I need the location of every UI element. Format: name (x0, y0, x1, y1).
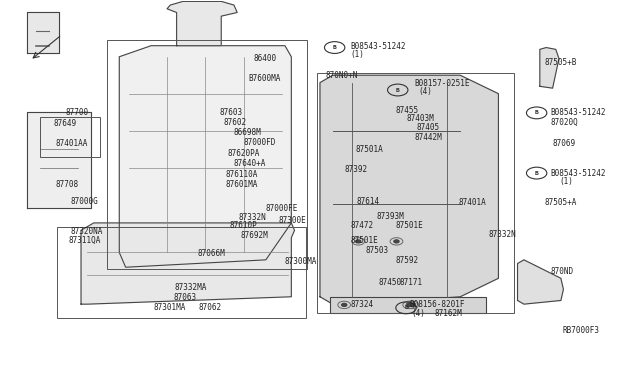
Text: 87501E: 87501E (351, 236, 378, 245)
Text: (4): (4) (419, 87, 433, 96)
Text: B08156-8201F: B08156-8201F (409, 300, 465, 310)
Text: 87692M: 87692M (241, 231, 268, 240)
Text: 86698M: 86698M (234, 128, 262, 137)
Text: 87332MA: 87332MA (175, 283, 207, 292)
Bar (40, 116, 100, 157)
Text: 87300E: 87300E (278, 216, 307, 225)
Bar (58, 227, 306, 318)
Text: 87455: 87455 (395, 106, 419, 115)
Text: 87311QA: 87311QA (68, 236, 100, 245)
Text: B: B (535, 110, 538, 115)
Polygon shape (320, 75, 499, 304)
Text: 87442M: 87442M (414, 133, 442, 142)
Text: 87505+A: 87505+A (544, 198, 577, 207)
Text: 87000FE: 87000FE (266, 204, 298, 214)
Circle shape (342, 304, 347, 307)
Polygon shape (518, 260, 563, 304)
Text: 87640+A: 87640+A (234, 159, 266, 169)
Text: B: B (535, 171, 538, 176)
Text: 87450: 87450 (379, 278, 402, 287)
Text: 87405: 87405 (417, 123, 440, 132)
Text: 87602: 87602 (223, 118, 246, 127)
Text: 87505+B: 87505+B (544, 58, 577, 67)
Text: 87392: 87392 (344, 165, 367, 174)
Text: B: B (396, 87, 399, 93)
Text: 87332N: 87332N (239, 213, 266, 222)
Text: 870ND: 870ND (550, 267, 574, 276)
Text: 87020Q: 87020Q (550, 118, 579, 127)
Text: 87301MA: 87301MA (153, 302, 186, 312)
Text: 87062: 87062 (199, 302, 222, 312)
Polygon shape (27, 13, 59, 53)
Text: 87324: 87324 (351, 300, 374, 310)
Text: 87501E: 87501E (395, 221, 423, 230)
Text: B08543-51242: B08543-51242 (550, 108, 606, 118)
Circle shape (410, 304, 415, 307)
Polygon shape (81, 223, 294, 304)
Polygon shape (540, 48, 559, 88)
Bar (106, 40, 307, 269)
Circle shape (356, 240, 361, 243)
Text: 87472: 87472 (351, 221, 374, 230)
Text: (1): (1) (559, 177, 573, 186)
Bar (317, 73, 515, 313)
Text: 87610P: 87610P (230, 221, 257, 230)
Text: 87000G: 87000G (70, 197, 98, 206)
Text: 87700: 87700 (65, 108, 88, 117)
Text: 87063: 87063 (173, 293, 196, 302)
Text: 87503: 87503 (366, 246, 389, 255)
Text: 87332N: 87332N (489, 230, 516, 239)
Text: 870N0+N: 870N0+N (325, 71, 358, 80)
Text: 876110A: 876110A (226, 170, 258, 179)
Circle shape (406, 304, 412, 307)
Text: B08543-51242: B08543-51242 (550, 169, 606, 177)
Polygon shape (27, 112, 91, 208)
Text: B: B (404, 305, 408, 310)
Circle shape (394, 240, 399, 243)
Polygon shape (119, 46, 291, 267)
Text: 87320NA: 87320NA (70, 227, 102, 235)
Text: 87614: 87614 (357, 197, 380, 206)
Text: 87403M: 87403M (406, 114, 434, 123)
Text: 87066M: 87066M (198, 249, 225, 258)
Bar (330, 297, 486, 313)
Polygon shape (167, 1, 237, 46)
Text: 87162M: 87162M (435, 309, 463, 318)
Text: RB7000F3: RB7000F3 (562, 326, 599, 335)
Text: 87401AA: 87401AA (56, 139, 88, 148)
Text: 87592: 87592 (395, 256, 419, 265)
Text: 87501A: 87501A (355, 145, 383, 154)
Text: 87620PA: 87620PA (228, 149, 260, 158)
Text: 86400: 86400 (253, 54, 276, 63)
Text: 87708: 87708 (56, 180, 79, 189)
Text: (1): (1) (351, 51, 364, 60)
Text: 87300MA: 87300MA (285, 257, 317, 266)
Text: 87000FD: 87000FD (244, 138, 276, 147)
Text: 87601MA: 87601MA (226, 180, 258, 189)
Text: B08543-51242: B08543-51242 (351, 42, 406, 51)
Text: 87603: 87603 (220, 108, 243, 117)
Text: 87401A: 87401A (459, 198, 486, 207)
Text: B08157-0251E: B08157-0251E (414, 79, 470, 88)
Text: 87171: 87171 (399, 278, 423, 287)
Text: 87069: 87069 (552, 139, 576, 148)
Text: 87649: 87649 (54, 119, 77, 128)
Text: 87393M: 87393M (376, 212, 404, 221)
Text: (4): (4) (411, 309, 425, 318)
Text: B7600MA: B7600MA (248, 74, 281, 83)
Text: B: B (333, 45, 337, 50)
